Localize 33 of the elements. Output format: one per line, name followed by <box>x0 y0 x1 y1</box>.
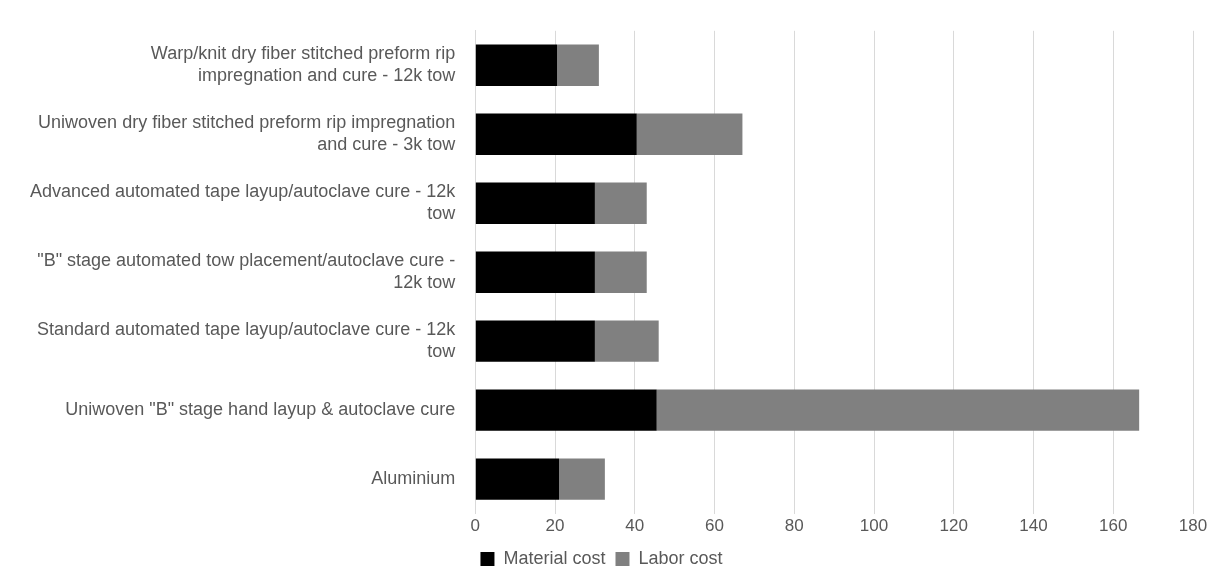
bar <box>475 320 595 362</box>
x-tick-label: 120 <box>939 516 968 536</box>
bar <box>594 251 647 293</box>
bar <box>475 113 637 155</box>
y-tick-label: Aluminium <box>371 468 456 489</box>
y-tick-label: Uniwoven "B" stage hand layup & autoclave cure <box>65 399 456 420</box>
x-tick-label: 140 <box>1019 516 1048 536</box>
x-tick-label: 60 <box>705 516 724 536</box>
bar <box>475 182 595 224</box>
bar <box>557 44 599 86</box>
x-tick-label: 40 <box>625 516 645 536</box>
bar <box>475 389 657 431</box>
bar <box>475 458 560 500</box>
x-tick-label: 180 <box>1178 516 1208 536</box>
bar <box>475 251 595 293</box>
y-tick-label: Uniwoven dry fiber stitched preform rip impregnation and cure - 3k tow <box>38 112 457 155</box>
x-tick-label: 0 <box>470 516 481 536</box>
bar <box>559 458 605 500</box>
y-tick-label: Warp/knit dry fiber stitched preform rip impregnation and cure - 12k tow <box>150 43 457 86</box>
bar <box>656 389 1140 431</box>
x-tick-label: 160 <box>1099 516 1128 536</box>
legend-label: Material cost <box>503 547 606 568</box>
bar <box>594 320 659 362</box>
y-tick-label: "B" stage automated tow placement/autoclave cure - 12k tow <box>37 250 457 292</box>
x-tick-label: 80 <box>784 516 804 536</box>
y-tick-label: Advanced automated tape layup/autoclave cure - 12k tow <box>30 181 457 223</box>
bar <box>475 44 558 86</box>
bar <box>594 182 647 224</box>
legend-label: Labor cost <box>638 547 723 568</box>
bar <box>636 113 743 155</box>
x-tick-label: 20 <box>545 516 565 536</box>
y-tick-label: Standard automated tape layup/autoclave cure - 12k tow <box>37 319 457 361</box>
x-tick-label: 100 <box>859 516 889 536</box>
